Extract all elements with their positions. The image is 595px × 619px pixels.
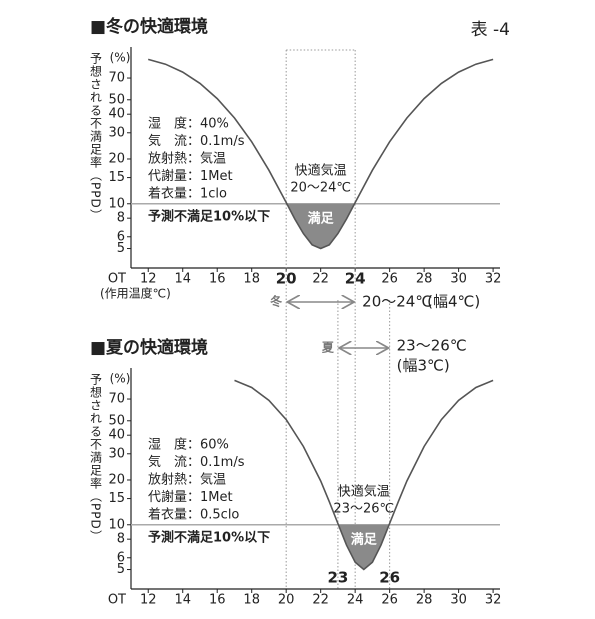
y-tick-label: 50 <box>108 92 125 107</box>
x-tick-label: 28 <box>416 272 433 287</box>
y-tick-label: 70 <box>108 71 125 86</box>
x-tick-label: 18 <box>243 593 260 608</box>
x-tick-label: 20 <box>278 593 295 608</box>
comfort-bound-label: 26 <box>379 569 400 587</box>
condition: 放射熱：気温 <box>148 151 226 167</box>
y-tick-label: 40 <box>108 107 125 122</box>
condition: 代謝量：1Met <box>148 490 233 505</box>
y-tick-label: 70 <box>108 392 125 407</box>
y-tick-label: 20 <box>108 472 125 487</box>
y-tick-label: 30 <box>108 125 125 140</box>
x-tick-label: 30 <box>450 593 467 608</box>
x-tick-label: 22 <box>312 593 329 608</box>
y-tick-label: 10 <box>108 196 125 211</box>
y-tick-label: 8 <box>117 532 125 547</box>
x-tick-label: 18 <box>243 272 260 287</box>
condition: 着衣量：0.5clo <box>148 507 239 523</box>
x-tick-label: 30 <box>450 272 467 287</box>
comfort-label: 快適気温 <box>295 162 347 178</box>
x-tick-label: 32 <box>485 593 502 608</box>
area-label: 満足 <box>308 210 335 226</box>
x-tick-label: 28 <box>416 593 433 608</box>
y-axis-label: 予想される不満足率（PPD） <box>89 373 103 543</box>
y-tick-label: 15 <box>108 170 125 185</box>
chart-title: ■夏の快適環境 <box>90 337 208 358</box>
season-label: 冬 <box>270 294 282 309</box>
satisfied-area <box>338 524 390 570</box>
x-tick-label: 12 <box>140 272 157 287</box>
range-text: 23～26℃ <box>397 337 467 355</box>
x-axis-label: OT <box>108 593 126 608</box>
y-axis-label: 予想される不満足率（PPD） <box>89 52 103 222</box>
y-tick-label: 40 <box>108 428 125 443</box>
x-axis-sublabel: (作用温度℃) <box>100 286 171 301</box>
table-label: 表 -4 <box>471 20 510 40</box>
ppd-curve <box>147 58 494 250</box>
y-tick-label: 10 <box>108 517 125 532</box>
condition: 気 流：0.1m/s <box>148 133 245 149</box>
y-tick-label: 50 <box>108 413 125 428</box>
comfort-label: 快適気温 <box>338 483 390 499</box>
y-tick-label: 5 <box>117 562 125 577</box>
range-text: 20～24℃ <box>362 293 432 311</box>
range-width: (幅3℃) <box>397 357 450 375</box>
condition: 湿 度：40% <box>148 116 229 132</box>
comfort-range: 20～24℃ <box>290 180 351 195</box>
x-tick-label: 26 <box>381 272 398 287</box>
y-tick-label: 8 <box>117 211 125 226</box>
y-tick-label: 15 <box>108 491 125 506</box>
threshold-label: 予測不満足10%以下 <box>148 529 270 545</box>
area-label: 満足 <box>351 531 378 547</box>
x-tick-label: 16 <box>209 272 226 287</box>
comfort-range: 23～26℃ <box>333 501 394 516</box>
y-tick-label: 6 <box>117 229 125 244</box>
y-unit: (%) <box>110 372 131 386</box>
y-tick-label: 6 <box>117 550 125 565</box>
ppd-curve <box>234 379 494 571</box>
y-tick-label: 30 <box>108 446 125 461</box>
x-axis-label: OT <box>108 272 126 287</box>
condition: 湿 度：60% <box>148 437 229 453</box>
x-tick-label: 14 <box>174 593 191 608</box>
comfort-bound-label: 23 <box>327 569 348 587</box>
condition: 気 流：0.1m/s <box>148 454 245 470</box>
threshold-label: 予測不満足10%以下 <box>148 208 270 224</box>
x-tick-label: 26 <box>381 593 398 608</box>
x-tick-label: 32 <box>485 272 502 287</box>
condition: 代謝量：1Met <box>148 169 233 184</box>
condition: 着衣量：1clo <box>148 186 227 202</box>
season-label: 夏 <box>322 341 335 355</box>
x-tick-label: 22 <box>312 272 329 287</box>
satisfied-area <box>286 203 355 249</box>
condition: 放射熱：気温 <box>148 472 226 488</box>
y-tick-label: 20 <box>108 151 125 166</box>
x-tick-label: 24 <box>347 593 364 608</box>
y-unit: (%) <box>110 51 131 65</box>
y-tick-label: 5 <box>117 241 125 256</box>
x-tick-label: 14 <box>174 272 191 287</box>
chart-title: ■冬の快適環境 <box>90 16 208 37</box>
x-tick-label: 12 <box>140 593 157 608</box>
range-width: (幅4℃) <box>427 293 480 311</box>
x-tick-label: 16 <box>209 593 226 608</box>
